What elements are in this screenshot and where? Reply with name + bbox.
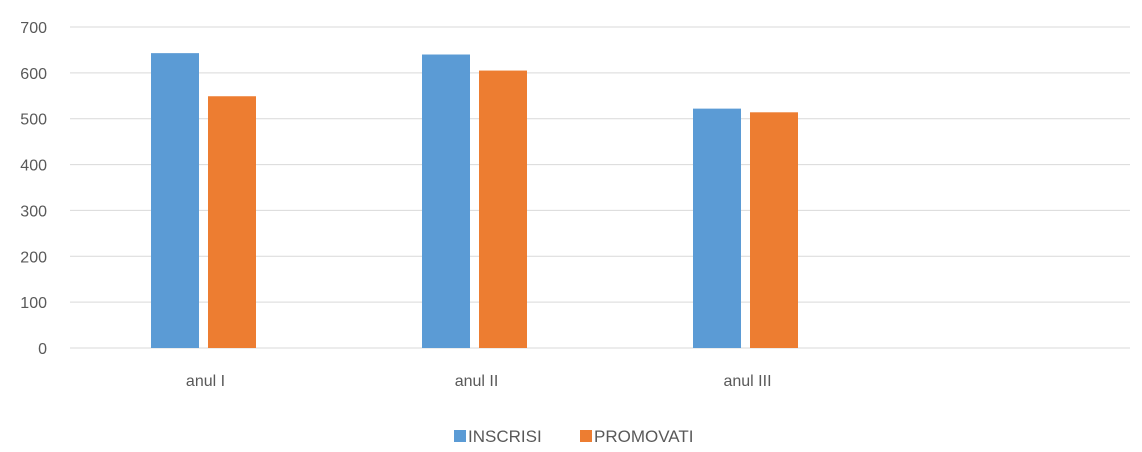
y-tick-label: 600: [20, 66, 47, 83]
bar-promovati-2: [479, 70, 527, 349]
y-tick-label: 100: [20, 295, 47, 312]
y-tick-label: 200: [20, 249, 47, 266]
legend-label-inscrisi: INSCRISI: [468, 427, 542, 446]
x-category-label: anul I: [186, 373, 225, 390]
legend-swatch-inscrisi: [454, 430, 466, 442]
y-axis-ticks: 0 100 200 300 400 500 600 700: [20, 20, 47, 358]
bars: [151, 53, 798, 349]
x-category-label: anul II: [455, 373, 499, 390]
legend: INSCRISI PROMOVATI: [454, 427, 694, 446]
legend-swatch-promovati: [580, 430, 592, 442]
bar-inscrisi-2: [422, 54, 470, 349]
bar-inscrisi-3: [693, 108, 741, 348]
legend-label-promovati: PROMOVATI: [594, 427, 694, 446]
x-axis-categories: anul I anul II anul III: [186, 373, 772, 390]
y-tick-label: 400: [20, 158, 47, 175]
bar-promovati-1: [208, 96, 256, 348]
bar-inscrisi-1: [151, 53, 199, 348]
bar-promovati-3: [750, 112, 798, 349]
y-tick-label: 700: [20, 20, 47, 37]
x-category-label: anul III: [723, 373, 771, 390]
y-tick-label: 0: [38, 341, 47, 358]
y-tick-label: 500: [20, 112, 47, 129]
y-tick-label: 300: [20, 203, 47, 220]
